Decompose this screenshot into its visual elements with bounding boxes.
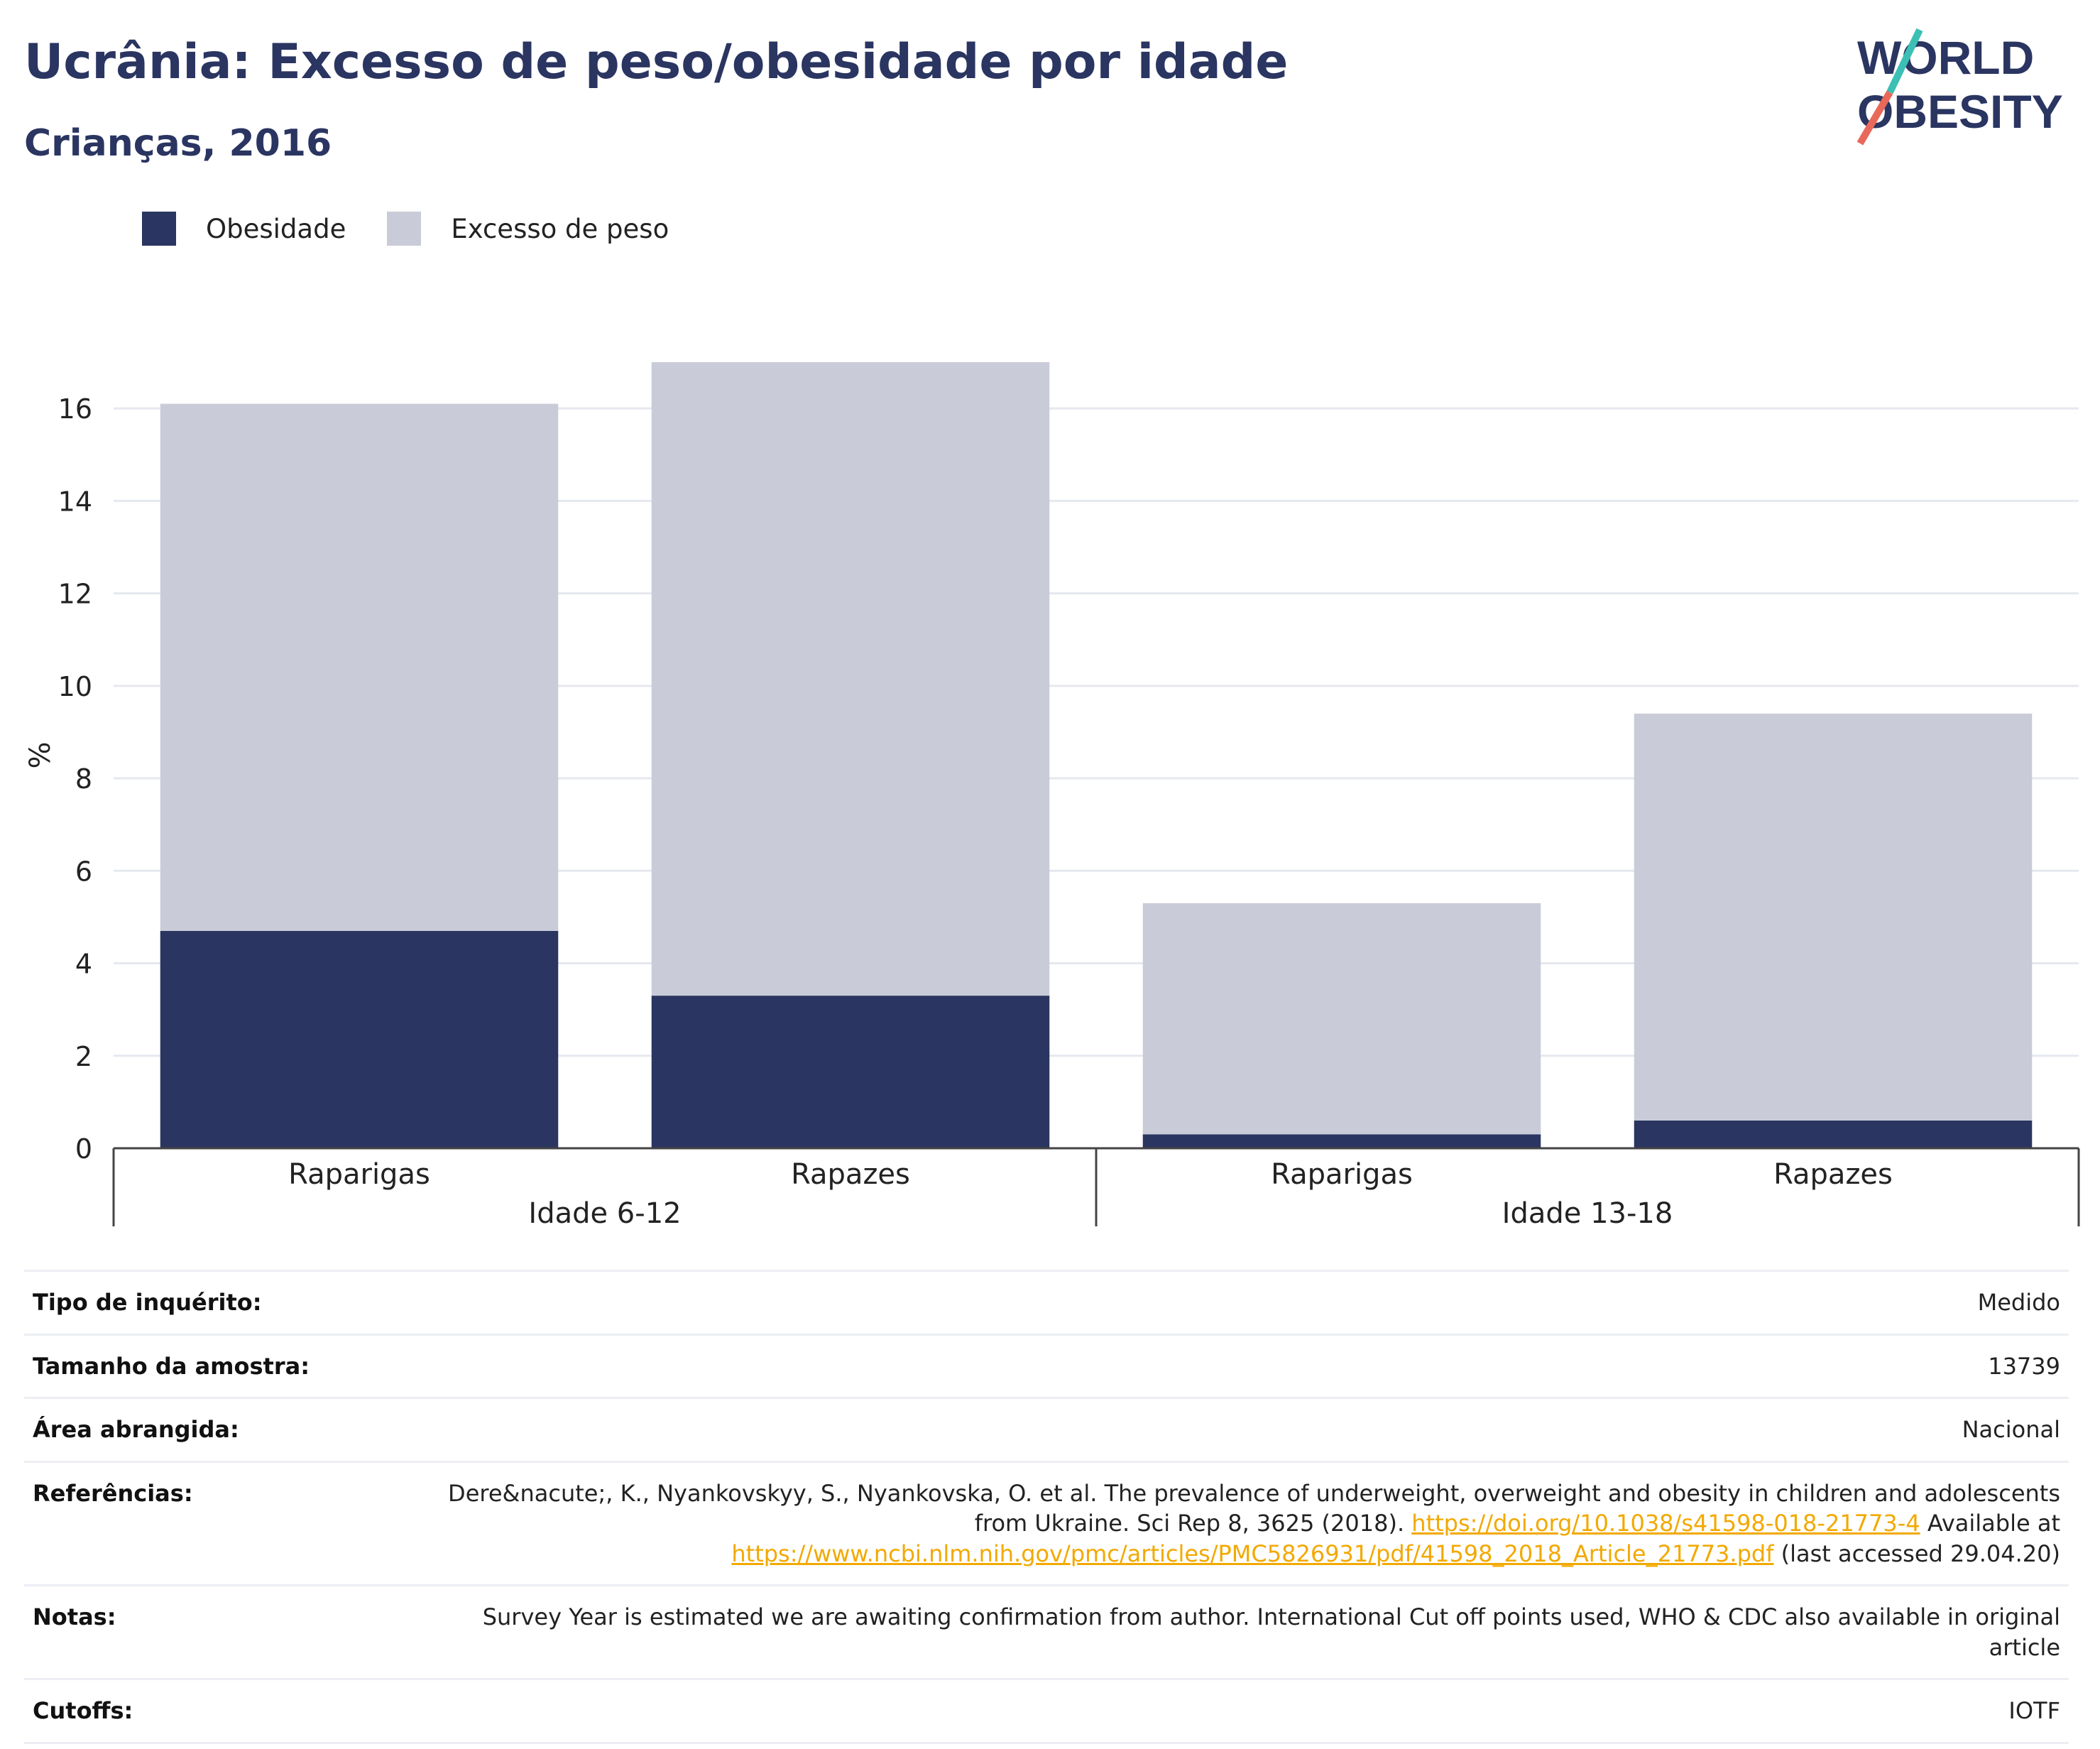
chart-subtitle: Crianças, 2016 [24,122,332,165]
bar-chart: 0 2 4 6 8 10 12 14 16% Raparigas Rapazes Raparigas R… [24,362,2080,1230]
y-tick-label: 6 [75,856,92,887]
references-label: Referências: [24,1460,410,1587]
y-tick-label: 0 [75,1133,92,1165]
references-value: Dere&nacute;, K., Nyankovskyy, S., Nyank… [410,1460,2069,1587]
survey-info-table: Tipo de inquérito: Medido Tamanho da amo… [24,1270,2069,1744]
y-tick-label: 12 [58,579,92,610]
x-tick-label: Raparigas [288,1158,430,1191]
x-tick-label: Rapazes [791,1158,910,1191]
bar-obesidade [1142,1134,1541,1148]
notes-value: Survey Year is estimated we are awaiting… [410,1584,2069,1681]
x-tick-label: Raparigas [1271,1158,1413,1191]
bar-excesso-de-peso [651,362,1050,996]
y-tick-label: 2 [75,1041,92,1072]
x-tick-label: Rapazes [1773,1158,1893,1191]
legend-item-obesidade[interactable]: Obesidade [142,212,346,246]
notes-label: Notas: [24,1584,410,1681]
group-label: Idade 13-18 [1502,1197,1673,1230]
bar-obesidade [160,930,559,1148]
cutoffs-label: Cutoffs: [24,1678,410,1744]
bar-obesidade [651,996,1050,1148]
y-tick-label: 16 [58,393,92,425]
legend-item-excesso[interactable]: Excesso de peso [387,212,669,246]
table-row-cutoffs: Cutoffs: IOTF [24,1678,2069,1744]
reference-text-3: (last accessed 29.04.20) [1781,1540,2060,1567]
reference-text-2: Available at [1927,1510,2060,1537]
logo-line1: WORLD [1857,31,2034,84]
table-row-notes: Notas: Survey Year is estimated we are a… [24,1584,2069,1681]
area-label: Área abrangida: [24,1397,410,1463]
logo-slash-top [1886,28,1923,94]
y-tick-label: 8 [75,763,92,795]
sample-size-label: Tamanho da amostra: [24,1333,410,1400]
legend: Obesidade Excesso de peso [142,212,710,246]
y-tick-label: 14 [58,486,92,517]
cutoffs-value: IOTF [410,1678,2069,1744]
legend-swatch-excesso [387,212,422,246]
legend-swatch-obesidade [142,212,176,246]
table-row-survey-type: Tipo de inquérito: Medido [24,1270,2069,1336]
survey-type-label: Tipo de inquérito: [24,1270,410,1336]
reference-text-1: Dere&nacute;, K., Nyankovskyy, S., Nyank… [448,1479,2060,1537]
y-tick-label: 10 [58,671,92,702]
area-value: Nacional [410,1397,2069,1463]
sample-size-value: 13739 [410,1333,2069,1400]
bar-excesso-de-peso [1142,903,1541,1135]
y-axis-label: % [24,741,57,768]
survey-type-value: Medido [410,1270,2069,1336]
world-obesity-logo: WORLD OBESITY [1856,28,2063,146]
group-label: Idade 6-12 [528,1197,681,1230]
reference-pdf-link[interactable]: https://www.ncbi.nlm.nih.gov/pmc/article… [731,1540,1774,1567]
bar-obesidade [1634,1120,2033,1148]
table-row-area: Área abrangida: Nacional [24,1397,2069,1463]
table-row-references: Referências: Dere&nacute;, K., Nyankovsk… [24,1460,2069,1587]
bar-excesso-de-peso [160,403,559,931]
legend-label-excesso: Excesso de peso [451,213,669,244]
y-tick-label: 4 [75,949,92,980]
reference-doi-link[interactable]: https://doi.org/10.1038/s41598-018-21773… [1411,1510,1920,1537]
table-row-sample-size: Tamanho da amostra: 13739 [24,1333,2069,1400]
logo-slash-bottom [1856,90,1893,146]
bar-excesso-de-peso [1634,713,2033,1121]
legend-label-obesidade: Obesidade [206,213,346,244]
chart-title: Ucrânia: Excesso de peso/obesidade por i… [24,34,1289,90]
